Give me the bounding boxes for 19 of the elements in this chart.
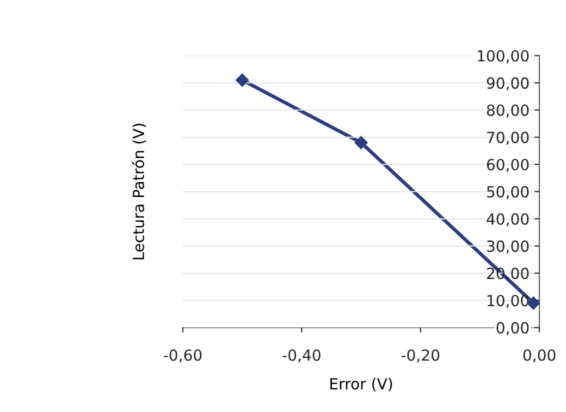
y-tick-label: 50,00: [487, 186, 529, 200]
x-tick-label: -0,60: [164, 349, 202, 362]
y-tick-label: 100,00: [478, 50, 529, 64]
y-tick-label: 20,00: [487, 268, 529, 281]
y-axis-title: Lectura Patrón (V): [132, 124, 146, 260]
y-tick-label: 30,00: [487, 240, 529, 254]
x-axis-title: Error (V): [330, 378, 392, 392]
y-tick-label: 80,00: [486, 104, 529, 118]
y-tick-label: 70,00: [487, 132, 529, 145]
y-tick-label: 10,00: [488, 294, 529, 308]
y-tick-label: 90,00: [486, 77, 529, 90]
point: [354, 136, 368, 150]
y-tick-label: 0,00: [496, 322, 529, 336]
x-tick-label: 0,00: [523, 349, 556, 362]
y-tick-label: 40,00: [486, 213, 529, 226]
point: [236, 74, 249, 87]
y-tick-label: 60,00: [487, 158, 529, 172]
x-tick-label: -0,40: [282, 349, 320, 362]
x-tick-label: -0,20: [402, 349, 440, 362]
